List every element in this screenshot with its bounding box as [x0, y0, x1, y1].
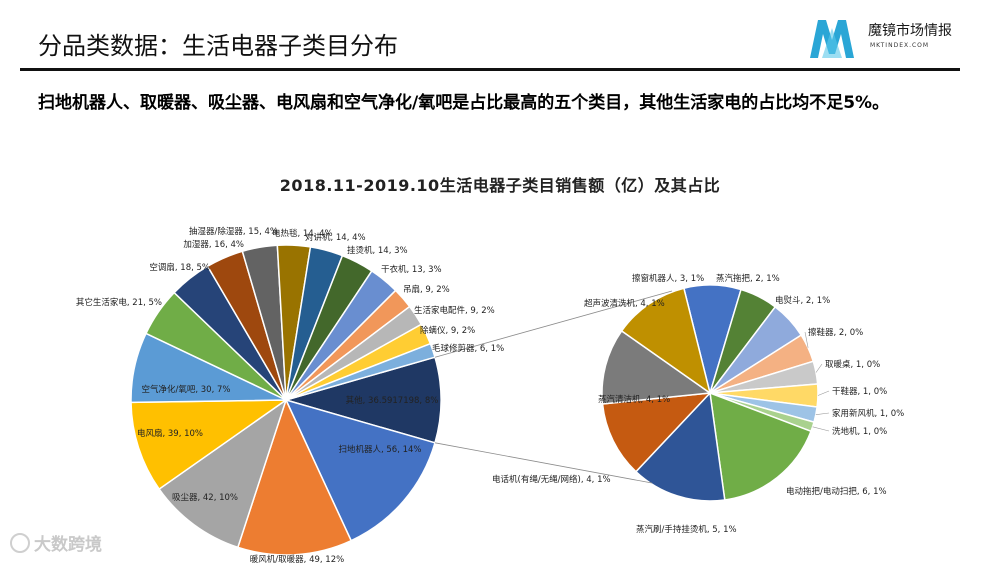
secondary-pie-label-12: 超声波清洗机, 4, 1%: [584, 298, 665, 309]
secondary-pie-label-4: 取暖桌, 1, 0%: [825, 359, 880, 370]
secondary-pie-label-2: 电熨斗, 2, 1%: [775, 295, 830, 306]
secondary-pie-slice-9: [634, 391, 726, 502]
main-pie-label-9: 抽湿器/除湿器, 15, 4%: [189, 226, 278, 237]
chart-title: 2018.11-2019.10生活电器子类目销售额（亿）及其占比: [279, 176, 721, 195]
main-pie-label-14: 吊扇, 9, 2%: [403, 284, 450, 295]
page-title: 分品类数据：生活电器子类目分布: [38, 32, 398, 60]
connector-line-top: [434, 290, 673, 358]
main-pie-label-17: 毛球修剪器, 6, 1%: [432, 343, 504, 354]
main-pie-label-5: 空气净化/氧吧, 30, 7%: [142, 384, 231, 395]
secondary-pie-slice-10: [601, 392, 712, 473]
main-pie-label-4: 电风扇, 39, 10%: [137, 428, 203, 439]
main-pie-label-10: 电热毯, 14, 4%: [272, 228, 333, 239]
main-pie-label-12: 挂烫机, 14, 3%: [347, 245, 408, 256]
main-pie-slice-3: [158, 398, 288, 549]
secondary-pie-label-11: 蒸汽清洁机, 4, 1%: [598, 394, 670, 405]
main-pie-slice-0: [283, 356, 442, 444]
main-pie-slice-1: [284, 398, 436, 542]
secondary-pie-leader-3: [804, 331, 809, 348]
secondary-pie-label-6: 家用新风机, 1, 0%: [832, 408, 904, 419]
watermark-icon: [10, 533, 30, 553]
secondary-pie-label-9: 蒸汽刷/手持挂烫机, 5, 1%: [636, 524, 737, 535]
watermark: 大数跨境: [10, 530, 102, 555]
main-pie-label-3: 吸尘器, 42, 10%: [172, 492, 238, 503]
brand-logo: [810, 20, 854, 58]
main-pie-label-2: 暖风机/取暖器, 49, 12%: [250, 554, 344, 563]
secondary-pie-slice-12: [620, 287, 712, 395]
secondary-pie-leader-5: [817, 390, 830, 396]
watermark-text: 大数跨境: [34, 535, 102, 555]
logo-text: 魔镜市场情报: [868, 23, 952, 39]
secondary-pie-leader-7: [812, 426, 830, 432]
main-pie-label-16: 除螨仪, 9, 2%: [420, 325, 475, 336]
header-divider: [20, 68, 960, 71]
secondary-pie-slice-11: [601, 329, 713, 405]
secondary-pie-label-5: 干鞋器, 1, 0%: [832, 386, 887, 397]
secondary-pie-label-7: 洗地机, 1, 0%: [832, 426, 887, 437]
main-pie-slice-2: [236, 397, 353, 556]
main-pie-slice-17: [285, 342, 436, 401]
secondary-pie-label-8: 电动拖把/电动扫把, 6, 1%: [786, 486, 887, 497]
secondary-pie-slice-8: [709, 391, 812, 501]
main-pie-label-13: 干衣机, 13, 3%: [381, 264, 442, 275]
main-pie-label-1: 扫地机器人, 56, 14%: [338, 444, 421, 455]
main-pie-label-15: 生活家电配件, 9, 2%: [414, 305, 495, 316]
summary-text: 扫地机器人、取暖器、吸尘器、电风扇和空气净化/氧吧是占比最高的五个类目，其他生活…: [38, 93, 890, 113]
secondary-pie-label-0: 擦窗机器人, 3, 1%: [632, 273, 704, 284]
main-pie-label-6: 其它生活家电, 21, 5%: [76, 297, 162, 308]
connector-line-bottom: [434, 442, 653, 484]
secondary-pie-label-10: 电话机(有绳/无绳/网络), 4, 1%: [492, 474, 611, 485]
secondary-pie-label-3: 擦鞋器, 2, 0%: [808, 327, 863, 338]
main-pie-label-7: 空调扇, 18, 5%: [149, 262, 210, 273]
logo-subtext: MKTINDEX.COM: [870, 42, 930, 49]
main-pie-label-8: 加湿器, 16, 4%: [183, 239, 244, 250]
main-pie-label-0: 其他, 36.5917198, 8%: [346, 395, 439, 406]
main-pie-slice-4: [130, 399, 289, 491]
secondary-pie-leader-6: [815, 412, 830, 415]
main-pie-label-11: 对讲机, 14, 4%: [305, 232, 366, 243]
secondary-pie-leader-4: [815, 363, 823, 373]
secondary-pie-label-1: 蒸汽拖把, 2, 1%: [716, 273, 780, 284]
